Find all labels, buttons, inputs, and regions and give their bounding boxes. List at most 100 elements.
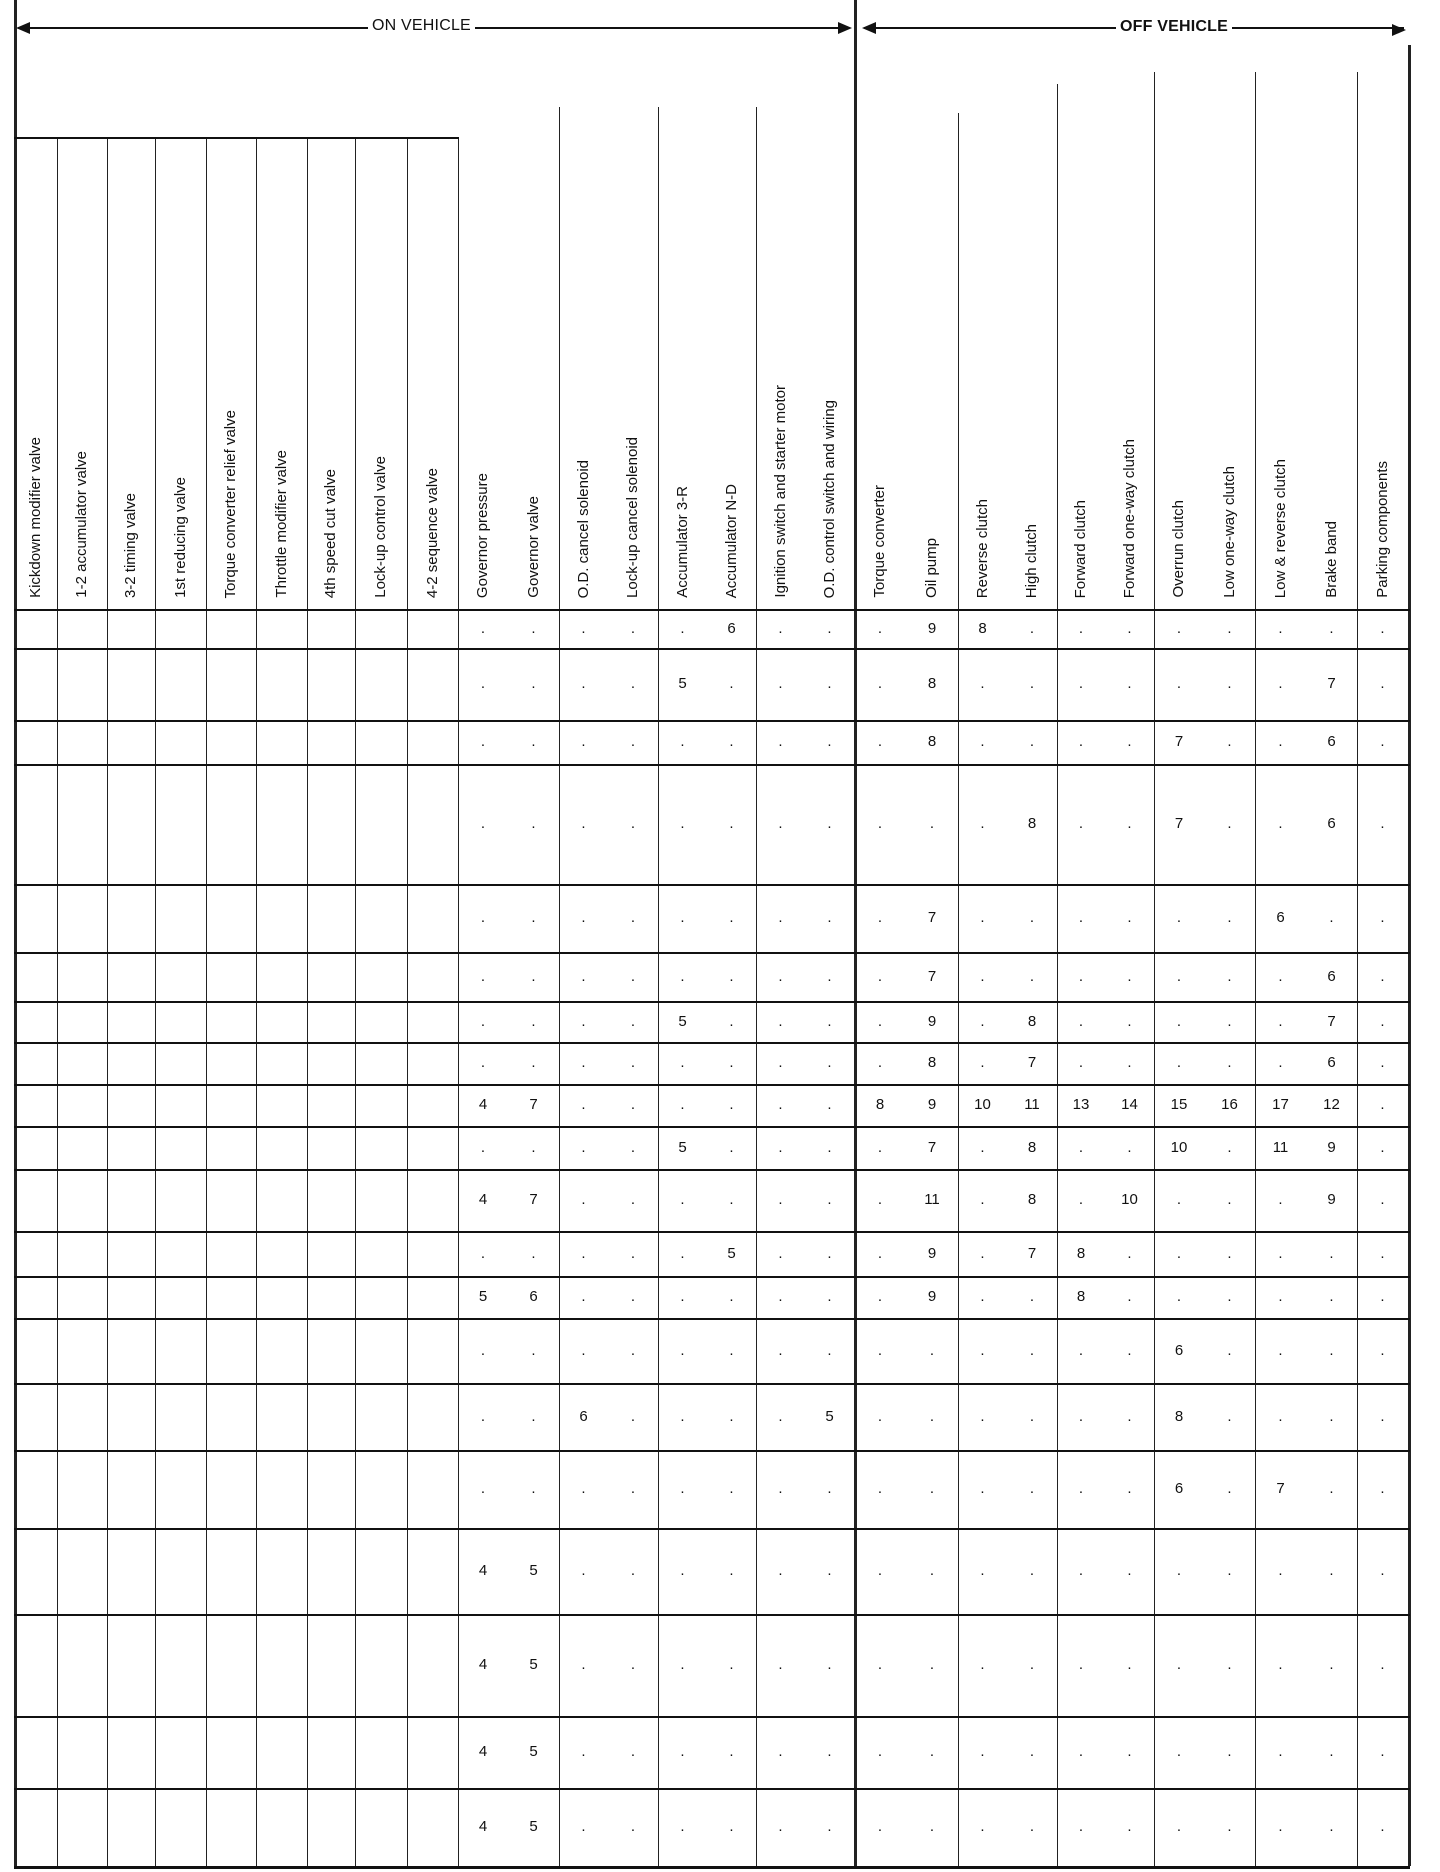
table-cell: . — [1176, 909, 1182, 926]
table-cell: . — [929, 1480, 935, 1497]
table-cell: . — [827, 815, 832, 832]
table-cell: . — [1078, 1480, 1084, 1497]
table-cell: . — [1127, 1818, 1132, 1835]
table-cell: . — [1176, 1191, 1182, 1208]
table-cell: . — [680, 909, 685, 926]
table-cell: . — [980, 1288, 985, 1305]
table-cell: . — [630, 733, 636, 750]
table-cell: . — [1380, 1480, 1385, 1497]
table-cell: . — [877, 1656, 883, 1673]
table-cell: . — [980, 909, 985, 926]
table-cell: . — [729, 1818, 734, 1835]
table-cell: . — [778, 815, 783, 832]
table-cell: . — [531, 1341, 536, 1359]
table-cell: . — [1380, 967, 1385, 985]
table-cell: . — [980, 1562, 985, 1579]
table-cell: . — [1278, 675, 1283, 692]
table-cell: . — [729, 1341, 734, 1359]
table-cell: . — [630, 1341, 636, 1359]
table-cell: . — [531, 1407, 536, 1425]
table-cell: . — [778, 909, 783, 926]
table-cell: . — [929, 1818, 935, 1835]
table-cell: . — [827, 1562, 832, 1579]
table-cell: . — [581, 1341, 586, 1359]
table-cell: . — [1227, 1288, 1232, 1305]
table-cell: . — [929, 1407, 935, 1425]
table-cell: . — [581, 1562, 586, 1579]
table-cell: . — [877, 1818, 883, 1835]
table-cell: . — [1127, 733, 1132, 750]
table-cell: . — [1227, 1012, 1232, 1030]
table-cell: . — [630, 1480, 636, 1497]
table-cell: . — [680, 1656, 685, 1673]
table-cell: . — [680, 1288, 685, 1305]
table-cell: . — [1278, 1012, 1283, 1030]
table-cell: . — [1380, 1244, 1385, 1262]
table-cell: 8 — [978, 619, 987, 637]
table-cell: . — [1329, 1656, 1334, 1673]
table-cell: . — [480, 619, 486, 637]
table-cell: 9 — [927, 1288, 937, 1305]
table-cell: . — [1380, 1818, 1385, 1835]
table-cell: . — [778, 619, 783, 637]
table-cell: . — [1227, 1743, 1232, 1760]
table-cell: . — [1078, 675, 1084, 692]
table-cell: . — [1078, 1743, 1084, 1760]
table-cell: . — [1380, 1743, 1385, 1760]
table-cell: . — [1329, 1743, 1334, 1760]
table-cell: . — [827, 1244, 832, 1262]
on-vehicle-title: ON VEHICLE — [368, 17, 475, 35]
column-header: Low one-way clutch — [1220, 466, 1238, 598]
table-cell: . — [630, 619, 636, 637]
table-cell: 10 — [1121, 1191, 1138, 1208]
column-header: 3-2 timing valve — [122, 492, 139, 598]
row-divider — [14, 884, 1410, 886]
table-cell: 9 — [927, 619, 937, 637]
row-divider — [14, 1716, 1410, 1718]
table-cell: . — [827, 1054, 832, 1071]
table-cell: 5 — [529, 1818, 538, 1835]
table-cell: . — [1329, 909, 1334, 926]
table-cell: . — [778, 1341, 783, 1359]
table-cell: . — [1176, 1244, 1182, 1262]
table-cell: . — [680, 1407, 685, 1425]
table-cell: . — [1278, 1407, 1283, 1425]
table-cell: . — [1127, 1341, 1132, 1359]
table-cell: . — [1078, 619, 1084, 637]
table-cell: . — [1278, 1191, 1283, 1208]
row-divider — [14, 648, 1410, 650]
table-cell: 5 — [478, 1288, 488, 1305]
table-cell: . — [1176, 1012, 1182, 1030]
table-cell: . — [1329, 1480, 1334, 1497]
table-cell: . — [1078, 909, 1084, 926]
table-cell: 7 — [1327, 675, 1336, 692]
table-cell: . — [1380, 815, 1385, 832]
table-cell: 6 — [727, 619, 736, 637]
table-cell: . — [630, 1818, 636, 1835]
table-cell: 7 — [1276, 1480, 1285, 1497]
header-bottom-rule — [14, 609, 1410, 611]
table-cell: . — [827, 1743, 832, 1760]
table-cell: . — [581, 619, 586, 637]
table-cell: . — [827, 1191, 832, 1208]
table-cell: . — [778, 1407, 783, 1425]
table-cell: . — [980, 1191, 985, 1208]
table-cell: . — [877, 1407, 883, 1425]
column-header: 1st reducing valve — [171, 477, 189, 598]
table-cell: . — [680, 815, 685, 832]
table-cell: 4 — [478, 1656, 488, 1673]
table-cell: . — [680, 1743, 685, 1760]
table-cell: . — [980, 1012, 985, 1030]
table-cell: . — [980, 1818, 985, 1835]
table-cell: . — [980, 1407, 985, 1425]
table-cell: . — [877, 815, 883, 832]
table-cell: . — [1176, 675, 1182, 692]
table-cell: 5 — [678, 1138, 687, 1156]
table-cell: . — [531, 1480, 536, 1497]
table-cell: 15 — [1170, 1096, 1188, 1113]
table-cell: . — [729, 909, 734, 926]
table-cell: . — [630, 1138, 636, 1156]
table-cell: . — [1078, 1138, 1084, 1156]
table-cell: 17 — [1272, 1096, 1289, 1113]
table-cell: . — [1278, 1288, 1283, 1305]
